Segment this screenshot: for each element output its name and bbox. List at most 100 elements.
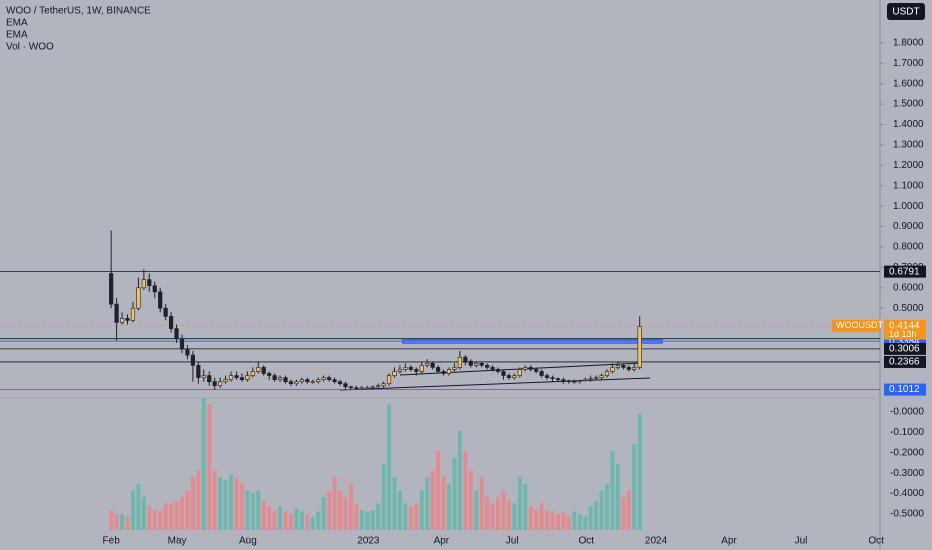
volume-bar: [392, 477, 397, 530]
candle-body: [534, 369, 539, 372]
y-tick-label: 1.0000: [893, 201, 924, 212]
y-tick-label: 0.9000: [893, 221, 924, 232]
candle-body: [463, 356, 468, 362]
volume-axis-label: -0.3000: [890, 468, 924, 479]
volume-bar: [534, 510, 539, 530]
candle-body: [561, 379, 566, 381]
candle-body: [299, 379, 304, 382]
volume-bar: [425, 477, 430, 530]
candle-body: [321, 377, 326, 380]
candle-body: [376, 385, 381, 388]
volume-bar: [414, 503, 419, 530]
candle-body: [637, 326, 642, 368]
volume-bar: [588, 506, 593, 530]
candle-body: [392, 371, 397, 376]
volume-bar: [223, 479, 228, 530]
volume-bar: [152, 510, 157, 530]
volume-bar: [136, 483, 141, 530]
candle-body: [130, 307, 136, 321]
volume-bar: [381, 464, 386, 530]
trend-line: [339, 377, 651, 391]
volume-bar: [190, 477, 195, 530]
volume-bar: [594, 500, 599, 530]
candle-body: [234, 375, 239, 378]
candle-body: [223, 379, 228, 382]
candle-body: [147, 279, 152, 287]
volume-bar: [125, 516, 130, 530]
candle-body: [577, 380, 582, 382]
price-label-box: [884, 265, 926, 278]
candle-body: [381, 383, 386, 387]
currency-button[interactable]: [887, 3, 925, 20]
candle-body: [425, 363, 430, 366]
volume-bar: [365, 511, 370, 530]
candle-body: [604, 371, 610, 376]
candle-body: [332, 379, 337, 382]
candle-body: [168, 316, 174, 329]
volume-bar: [343, 497, 348, 530]
volume-bar: [256, 490, 261, 530]
candle-body: [283, 377, 288, 382]
symbol-title: WOO / TetherUS, 1W, BINANCE: [6, 6, 151, 17]
volume-bar: [163, 503, 168, 530]
volume-bar: [528, 506, 533, 530]
volume-bar: [441, 477, 446, 530]
y-tick-label: 1.8000: [893, 38, 924, 49]
volume-bar: [539, 503, 544, 530]
volume-bar: [577, 514, 582, 530]
candle-body: [479, 363, 484, 366]
volume-bar: [430, 470, 435, 530]
volume-bar: [261, 500, 266, 530]
candle-body: [109, 273, 114, 305]
y-tick-label: 1.3000: [893, 140, 924, 151]
candle-body: [337, 381, 343, 385]
volume-axis-label: -0.0000: [890, 407, 924, 418]
y-tick-label: 1.1000: [893, 180, 924, 191]
volume-bar: [506, 500, 511, 530]
volume-bar: [294, 508, 299, 530]
y-tick-label: 0.8000: [893, 242, 924, 253]
candle-body: [272, 375, 277, 380]
volume-axis-label: -0.2000: [890, 447, 924, 458]
volume-bar: [626, 490, 631, 530]
volume-axis-label: -0.4000: [890, 488, 924, 499]
candle-body: [359, 387, 364, 390]
candle-body: [583, 379, 588, 381]
candle-body: [348, 386, 354, 389]
candle-body: [626, 367, 631, 370]
volume-bar: [196, 470, 201, 530]
y-tick-label: 0.6000: [893, 282, 924, 293]
volume-axis-label: -0.1000: [890, 427, 924, 438]
x-tick-label: Feb: [103, 536, 121, 547]
candle-body: [267, 373, 272, 376]
volume-bar: [615, 464, 620, 530]
candle-body: [316, 379, 321, 382]
volume-bar: [130, 490, 135, 530]
volume-bar: [288, 514, 293, 530]
volume-bar: [370, 510, 375, 530]
volume-bar: [354, 503, 359, 530]
last-price-label: 0.4144: [889, 320, 920, 331]
volume-bar: [512, 503, 517, 530]
y-tick-label: 1.5000: [893, 99, 924, 110]
volume-bar: [463, 450, 468, 530]
candle-body: [490, 367, 495, 370]
candle-body: [506, 375, 512, 378]
indicator-label: Vol · WOO: [6, 42, 54, 53]
volume-bar: [185, 490, 190, 530]
volume-bar: [218, 477, 223, 530]
volume-bar: [566, 516, 571, 530]
volume-bar: [419, 490, 424, 530]
volume-bar: [250, 493, 255, 530]
x-tick-label: 2024: [645, 536, 668, 547]
candle-body: [441, 371, 446, 374]
currency-button-label[interactable]: USDT: [892, 7, 919, 18]
volume-bar: [561, 512, 566, 530]
volume-bar: [338, 490, 343, 530]
candle-body: [435, 367, 441, 372]
x-tick-label: May: [168, 536, 187, 547]
candle-body: [288, 381, 294, 385]
price-label-box: [884, 383, 926, 396]
candle-body: [294, 381, 299, 385]
x-tick-label: Aug: [239, 536, 257, 547]
